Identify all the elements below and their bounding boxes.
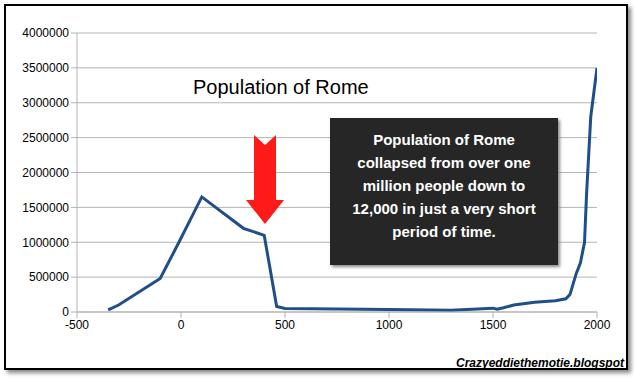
svg-text:3500000: 3500000 xyxy=(22,61,69,75)
svg-text:1500: 1500 xyxy=(480,318,507,332)
svg-text:1000000: 1000000 xyxy=(22,236,69,250)
html-text:Crazyeddiethemotie.blogspot: Crazyeddiethemotie.blogspot xyxy=(456,356,624,370)
svg-text:3000000: 3000000 xyxy=(22,96,69,110)
svg-text:2000000: 2000000 xyxy=(22,166,69,180)
svg-text:-500: -500 xyxy=(65,318,89,332)
svg-text:0: 0 xyxy=(178,318,185,332)
svg-text:4000000: 4000000 xyxy=(22,26,69,40)
svg-text:1000: 1000 xyxy=(376,318,403,332)
svg-text:2000: 2000 xyxy=(584,318,611,332)
svg-text:500000: 500000 xyxy=(29,270,69,284)
svg-text:1500000: 1500000 xyxy=(22,201,69,215)
html-text:Population of Rome: Population of Rome xyxy=(193,76,369,98)
svg-text:2500000: 2500000 xyxy=(22,131,69,145)
html-text:Population of Rome collapsed f: Population of Rome collapsed from over o… xyxy=(352,131,536,240)
svg-text:0: 0 xyxy=(62,305,69,319)
svg-text:500: 500 xyxy=(275,318,295,332)
